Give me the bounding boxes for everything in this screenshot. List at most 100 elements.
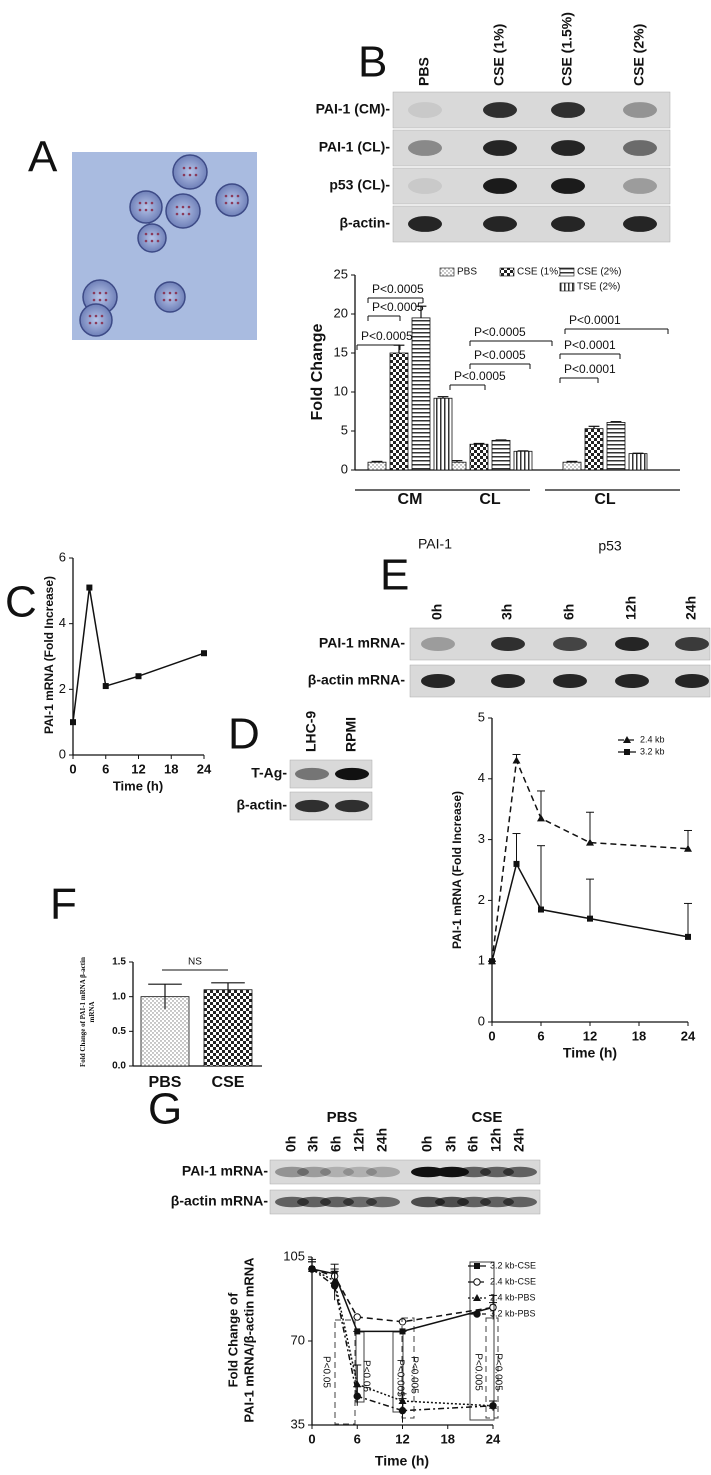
blot-lane-label: 12h xyxy=(488,1128,504,1152)
bar xyxy=(606,422,626,471)
granule xyxy=(168,298,172,302)
y-tick-label: 35 xyxy=(291,1416,305,1431)
x-tick-label: 24 xyxy=(681,1028,696,1043)
blot-lane-label: 6h xyxy=(465,1136,481,1152)
granule xyxy=(98,291,102,295)
y-tick-label: 4 xyxy=(59,615,66,630)
blot-row-label: PAI-1 mRNA- xyxy=(182,1163,268,1179)
granule xyxy=(104,298,108,302)
marker xyxy=(201,650,207,657)
blot-lane-label: 24h xyxy=(511,1128,527,1152)
annotation: P<0.005 xyxy=(408,1356,419,1394)
marker xyxy=(512,756,521,764)
series-line xyxy=(311,1268,494,1407)
legend-label: CSE (1%) xyxy=(517,267,561,278)
blot-lane-label: CSE (1.5%) xyxy=(559,12,575,86)
band xyxy=(411,1196,445,1208)
x-tick-label: 0 xyxy=(488,1028,495,1043)
granule xyxy=(156,232,160,236)
blot-lane-label: 6h xyxy=(328,1136,344,1152)
panel-label: D xyxy=(228,710,260,759)
band xyxy=(491,636,525,652)
band xyxy=(623,140,657,156)
bar xyxy=(584,428,604,471)
band xyxy=(275,1166,309,1178)
marker xyxy=(70,719,76,726)
band xyxy=(551,102,585,118)
cell xyxy=(137,223,167,253)
blot-row-label: β-actin- xyxy=(339,215,390,231)
y-axis-label: mRNA xyxy=(88,1002,96,1023)
granule xyxy=(188,173,192,177)
cell xyxy=(79,303,113,337)
blot-row-label: PAI-1 (CL)- xyxy=(319,139,391,155)
marker xyxy=(86,584,93,591)
blot-row-label: PAI-1 (CM)- xyxy=(316,101,391,117)
blot-group-label: CSE xyxy=(472,1109,503,1126)
granule xyxy=(144,201,148,205)
blot-lane-label: LHC-9 xyxy=(303,711,319,752)
y-axis-label: PAI-1 mRNA (Fold Increase) xyxy=(42,576,56,734)
category-label: CSE xyxy=(212,1074,245,1091)
blot-lane-label: CSE (2%) xyxy=(631,24,647,86)
blot-row-label: p53 (CL)- xyxy=(329,177,390,193)
y-tick-label: 1 xyxy=(478,953,485,968)
y-tick-label: 1.0 xyxy=(112,991,126,1002)
annotation: P<0.0001 xyxy=(564,338,616,352)
annotation: P<0.0001 xyxy=(569,313,621,327)
panel-label: F xyxy=(50,880,77,929)
blot-row-label: PAI-1 mRNA- xyxy=(319,635,405,651)
blot-lane-label: 3h xyxy=(443,1136,459,1152)
annotation: P<0.0005 xyxy=(454,369,506,383)
granule xyxy=(230,194,234,198)
blot-lane-label: 3h xyxy=(499,604,515,620)
x-tick-label: 24 xyxy=(486,1431,501,1446)
granule xyxy=(162,298,166,302)
legend-label: CSE (2%) xyxy=(577,267,621,278)
granule xyxy=(98,298,102,302)
marker xyxy=(308,1265,316,1273)
band xyxy=(623,178,657,194)
annotation: P<0.005 xyxy=(492,1353,503,1391)
x-tick-label: 12 xyxy=(395,1431,409,1446)
x-tick-label: 24 xyxy=(197,761,212,776)
granule xyxy=(162,291,166,295)
bar xyxy=(562,461,582,471)
band xyxy=(411,1166,445,1178)
bracket-box xyxy=(392,1331,404,1413)
y-axis-label: Fold Change xyxy=(309,323,326,420)
panel-label: E xyxy=(380,551,409,600)
series-line xyxy=(72,587,205,723)
band xyxy=(483,140,517,156)
granule xyxy=(156,239,160,243)
y-tick-label: 0 xyxy=(59,746,66,761)
band xyxy=(551,178,585,194)
band xyxy=(343,1166,377,1178)
granule xyxy=(94,314,98,318)
band xyxy=(623,102,657,118)
granule xyxy=(187,205,191,209)
granule xyxy=(174,298,178,302)
band xyxy=(335,799,369,813)
band xyxy=(615,636,649,652)
granule xyxy=(88,321,92,325)
legend-swatch xyxy=(559,282,575,292)
annotation: P<0.05 xyxy=(320,1356,331,1388)
y-tick-label: 2 xyxy=(59,681,66,696)
band xyxy=(503,1196,537,1208)
blot-lane-label: 6h xyxy=(561,604,577,620)
band xyxy=(551,216,585,232)
band xyxy=(421,636,455,652)
legend-swatch xyxy=(439,267,455,277)
blot-lane-label: 3h xyxy=(305,1136,321,1152)
marker xyxy=(473,1278,481,1286)
x-tick-label: 12 xyxy=(583,1028,597,1043)
marker xyxy=(537,814,545,822)
band xyxy=(320,1166,354,1178)
bar xyxy=(491,439,511,471)
annotation: P<0.0005 xyxy=(474,325,526,339)
marker xyxy=(330,1282,339,1290)
y-tick-label: 3 xyxy=(478,831,485,846)
cell xyxy=(154,281,186,313)
